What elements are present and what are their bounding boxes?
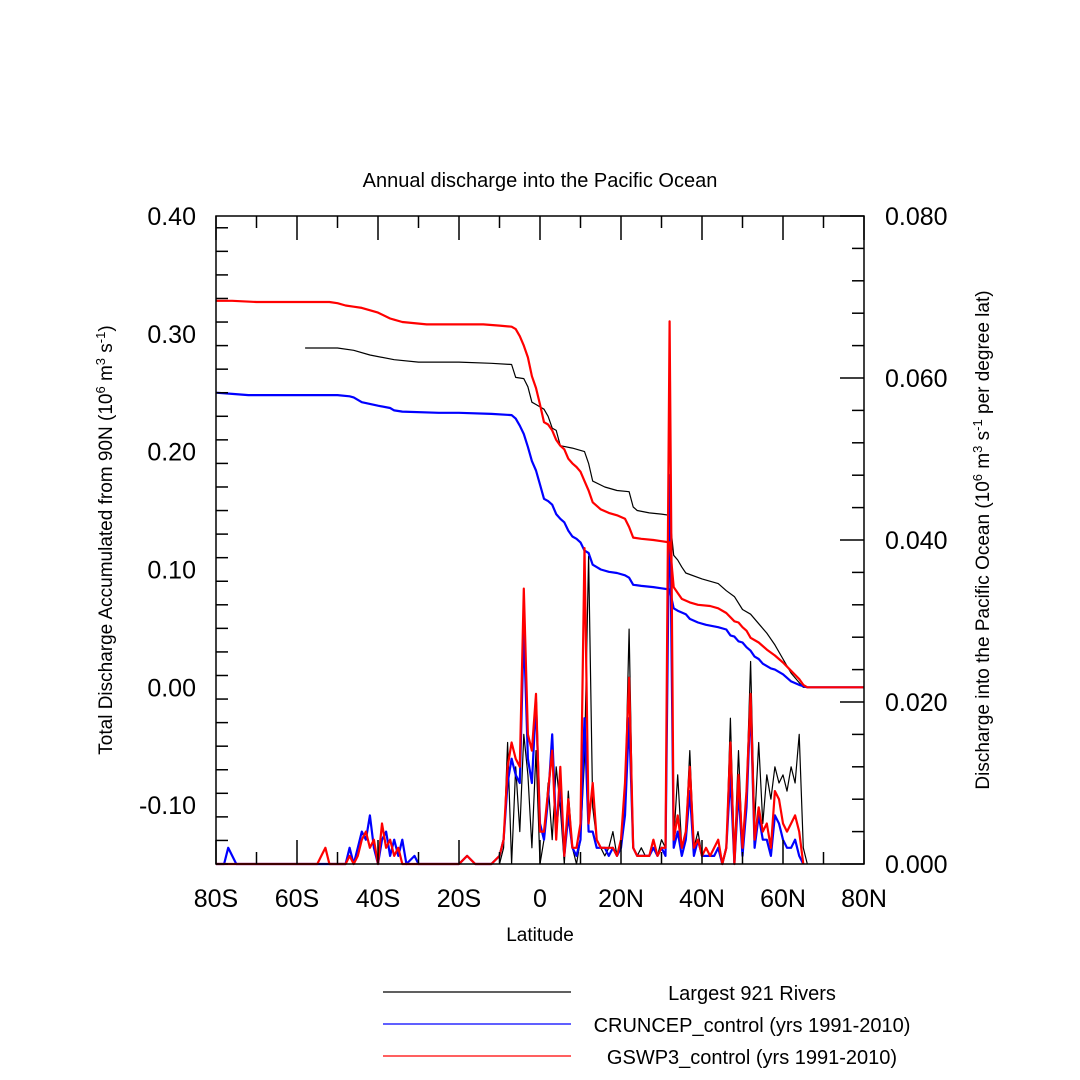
x-tick-label: 20N [598,885,644,913]
y-right-tick-label: 0.040 [885,527,948,555]
axis-label-superscript: 6 [970,474,985,481]
series-layer [215,299,864,866]
x-axis-label: Latitude [506,925,574,946]
series-line-cumulative-gswp3 [216,299,864,689]
tick-layer [215,215,865,865]
axis-label-text: s [973,431,994,446]
y-right-tick-labels: 0.080 0.060 0.040 0.020 0.000 [885,203,948,879]
axis-label-text: per degree lat) [973,290,994,419]
legend-label: CRUNCEP_control (yrs 1991-2010) [594,1015,911,1037]
plot-frame [215,215,865,865]
y-left-tick-label: -0.10 [139,792,196,820]
axis-label-text: m [973,453,994,474]
axis-label-text: Discharge into the Pacific Ocean (10 [973,481,994,789]
axis-label-superscript: -1 [970,419,985,431]
y-left-tick-label: 0.10 [147,556,196,584]
axis-label-superscript: 3 [93,358,108,365]
y-right-axis-label: Discharge into the Pacific Ocean (106 m3… [970,290,995,789]
axis-label-text: ) [96,325,117,331]
chart-title: Annual discharge into the Pacific Ocean [363,170,718,192]
legend-label: GSWP3_control (yrs 1991-2010) [607,1047,897,1069]
axis-label-superscript: 6 [93,386,108,393]
axis-label-text: m [96,365,117,386]
x-tick-label: 80N [841,885,887,913]
y-left-tick-label: 0.30 [147,321,196,349]
x-tick-label: 0 [533,885,547,913]
axis-label-superscript: -1 [93,332,108,344]
x-tick-label: 60N [760,885,806,913]
x-tick-label: 60S [275,885,319,913]
y-right-tick-label: 0.000 [885,851,948,879]
y-right-tick-label: 0.080 [885,203,948,231]
x-tick-label: 40N [679,885,725,913]
x-tick-label: 80S [194,885,238,913]
axis-label-superscript: 3 [970,446,985,453]
legend: Largest 921 Rivers CRUNCEP_control (yrs 1… [383,983,910,1069]
x-tick-labels: 80S 60S 40S 20S 0 20N 40N 60N 80N [194,885,887,913]
x-tick-label: 40S [356,885,400,913]
series-line-cumulative-cruncep [215,391,864,689]
y-left-tick-labels: 0.40 0.30 0.20 0.10 0.00 -0.10 [139,203,196,820]
axis-label-text: Total Discharge Accumulated from 90N (10 [96,394,117,755]
x-tick-label: 20S [437,885,481,913]
y-left-tick-label: 0.20 [147,439,196,467]
legend-label: Largest 921 Rivers [668,983,836,1005]
series-line-per-degree-gswp3 [216,320,805,866]
series-line-cumulative-rivers [305,347,864,688]
y-left-tick-label: 0.40 [147,203,196,231]
y-right-tick-label: 0.020 [885,689,948,717]
y-left-tick-label: 0.00 [147,674,196,702]
y-right-tick-label: 0.060 [885,365,948,393]
axis-label-text: s [96,343,117,358]
y-left-axis-label: Total Discharge Accumulated from 90N (10… [93,325,118,754]
